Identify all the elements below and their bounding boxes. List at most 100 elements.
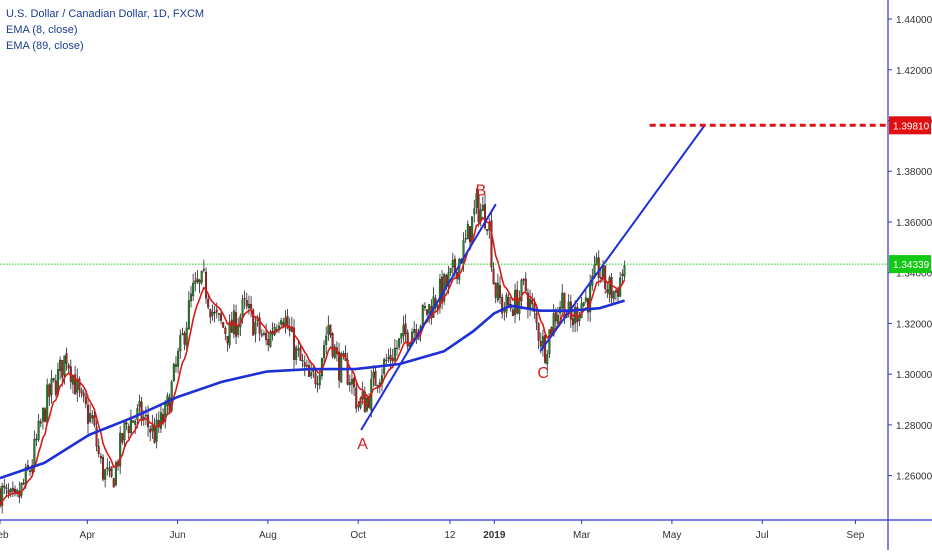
candle-body	[295, 347, 298, 360]
time-tick-label: Oct	[350, 530, 366, 541]
current-price-label-box	[889, 255, 931, 274]
candle-body	[61, 359, 64, 378]
candle-body	[277, 325, 280, 329]
candle-body	[200, 270, 203, 283]
candle-body	[466, 224, 469, 240]
candle-body	[91, 415, 94, 419]
candle-body	[209, 309, 212, 318]
time-tick-label: 2019	[483, 530, 506, 541]
candle-body	[449, 267, 452, 273]
time-tick-label: 12	[444, 530, 456, 541]
wave-label: C	[537, 365, 549, 382]
candle-body	[138, 401, 141, 408]
candle-body	[363, 391, 366, 413]
candle-body	[189, 293, 192, 302]
candle-body	[400, 333, 403, 339]
candle-body	[177, 350, 180, 367]
candle-body	[194, 280, 197, 284]
price-tick-label: 1.44000	[896, 15, 932, 26]
candle-body	[318, 374, 321, 386]
candle-body	[447, 272, 450, 286]
candle-body	[37, 420, 40, 440]
time-tick-label: Apr	[80, 530, 96, 541]
current-price-label-text: 1.34339	[893, 260, 930, 271]
drawings-group: A A B C	[0, 123, 888, 453]
candle-body	[102, 456, 105, 480]
candle-body	[385, 359, 388, 362]
candle-body	[458, 259, 461, 280]
candle-body	[185, 327, 188, 346]
price-tick-label: 1.26000	[896, 472, 932, 483]
legend-ema-slow[interactable]: EMA (89, close)	[6, 40, 84, 52]
candle-body	[323, 345, 326, 358]
legend-ema-fast[interactable]: EMA (8, close)	[6, 24, 78, 36]
candle-body	[172, 364, 175, 381]
candle-body	[342, 353, 345, 355]
candle-body	[464, 238, 467, 240]
candle-body	[207, 298, 210, 308]
candle-body	[54, 380, 57, 395]
candle-body	[106, 467, 109, 469]
candle-body	[314, 372, 317, 385]
candle-body	[595, 257, 598, 266]
candle-body	[301, 360, 304, 362]
chart-legend: U.S. Dollar / Canadian Dollar, 1D, FXCM …	[6, 6, 204, 54]
target-price-label-box	[889, 116, 931, 135]
candle-body	[359, 398, 362, 408]
candle-body	[262, 333, 265, 335]
candle-body	[82, 392, 85, 397]
candle-body	[247, 303, 250, 309]
candle-body	[243, 298, 246, 300]
candle-body	[561, 292, 564, 309]
candle-body	[325, 335, 328, 345]
candle-body	[39, 421, 42, 424]
candle-body	[119, 432, 122, 467]
candle-body	[52, 377, 55, 381]
ema-group	[0, 216, 626, 507]
candle-body	[531, 299, 534, 305]
candle-body	[215, 309, 218, 313]
candle-body	[393, 347, 396, 361]
candle-body	[132, 420, 135, 423]
candle-body	[539, 341, 542, 347]
candle-body	[374, 370, 377, 386]
candle-body	[0, 488, 2, 507]
candle-body	[269, 331, 272, 347]
candle-body	[89, 413, 92, 422]
candle-body	[170, 381, 173, 411]
candle-body	[93, 415, 96, 426]
candle-body	[9, 488, 12, 493]
time-tick-label: Mar	[573, 530, 591, 541]
candle-body	[548, 329, 551, 355]
candle-body	[1, 485, 4, 507]
price-tick-label: 1.36000	[896, 218, 932, 229]
candle-body	[353, 377, 356, 388]
candle-body	[205, 271, 208, 299]
candle-body	[20, 482, 23, 496]
candle-body	[59, 359, 62, 372]
candle-body	[610, 277, 613, 299]
candle-body	[41, 408, 44, 422]
candle-body	[155, 419, 158, 442]
candle-body	[421, 305, 424, 327]
legend-symbol[interactable]: U.S. Dollar / Canadian Dollar, 1D, FXCM	[6, 8, 205, 20]
time-tick-label: Jul	[756, 530, 769, 541]
candle-body	[398, 338, 401, 348]
candle-body	[481, 205, 484, 211]
candle-body	[475, 193, 478, 208]
candle-body	[254, 322, 257, 334]
candle-body	[522, 279, 525, 281]
candle-body	[477, 194, 480, 222]
candle-body	[505, 295, 508, 313]
candle-body	[473, 208, 476, 215]
candle-body	[241, 299, 244, 316]
candle-body	[355, 387, 358, 409]
candle-body	[428, 304, 431, 314]
candle-body	[121, 433, 124, 443]
candle-body	[7, 489, 10, 494]
candle-body	[220, 313, 223, 321]
candle-body	[494, 282, 497, 298]
candle-body	[78, 378, 81, 390]
